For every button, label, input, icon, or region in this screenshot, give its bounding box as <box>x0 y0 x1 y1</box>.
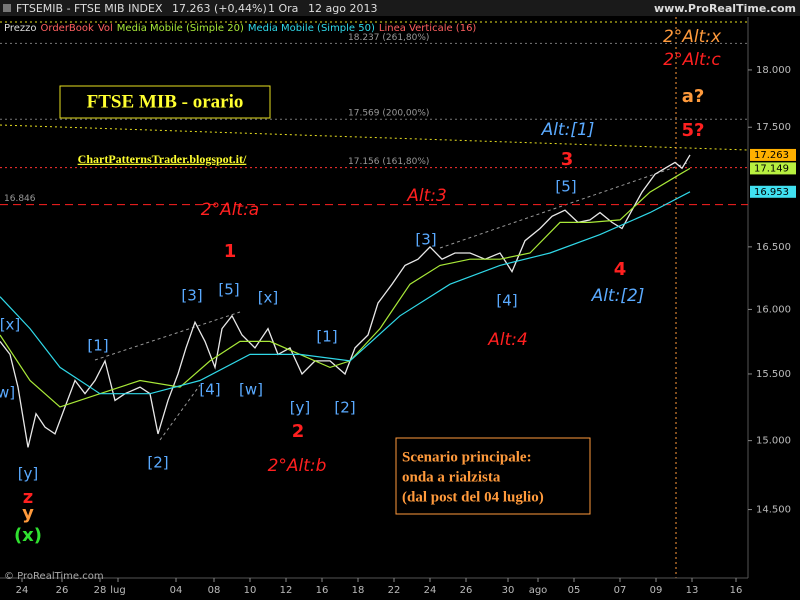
wave-label: Alt:[2] <box>591 286 645 306</box>
wave-label: [w] <box>239 381 263 399</box>
legend-entry: Media Mobile (Simple 20) <box>117 23 244 34</box>
x-tick-label: 18 <box>352 585 365 596</box>
wave-label: 4 <box>614 259 627 280</box>
footer: © ProRealTime.com <box>4 571 104 582</box>
trend-line <box>159 384 201 441</box>
subtitle: ChartPatternsTrader.blogspot.it/ <box>78 152 247 166</box>
x-tick-label: 24 <box>16 585 29 596</box>
level-label: 18.237 (261,80%) <box>348 33 429 43</box>
wave-label: (x) <box>14 525 42 546</box>
trend-line <box>94 311 241 361</box>
scenario-line: onda a rialzista <box>402 469 501 485</box>
legend-entry: OrderBook <box>41 23 95 34</box>
wave-label: 3 <box>561 149 574 170</box>
wave-label: [5] <box>218 281 239 299</box>
y-tick-label: 17.500 <box>756 122 791 133</box>
wave-label: Alt:4 <box>487 330 528 350</box>
wave-label: 2°Alt:b <box>268 456 327 476</box>
wave-label: 2°Alt:c <box>663 50 721 70</box>
last-value-box <box>750 185 796 198</box>
wave-label: a? <box>682 86 705 107</box>
y-tick-label: 14.500 <box>756 505 791 516</box>
wave-label: [3] <box>415 231 436 249</box>
x-tick-label: 30 <box>502 585 515 596</box>
quote: 17.263 (+0,44%) <box>172 2 267 15</box>
legend-entry: Media Mobile (Simple 50) <box>248 23 375 34</box>
x-tick-label: 07 <box>614 585 627 596</box>
wave-label: [1] <box>87 337 108 355</box>
wave-label: 1 <box>224 241 237 262</box>
scenario-box <box>395 437 591 515</box>
symbol: FTSEMIB - FTSE MIB INDEX <box>16 2 163 15</box>
last-value-label: 17.263 <box>754 150 789 161</box>
x-tick-label: 26 <box>56 585 69 596</box>
chart-title: FTSE MIB - orario <box>87 91 244 112</box>
wave-label: Alt:[1] <box>541 120 595 140</box>
x-tick-label: 04 <box>170 585 183 596</box>
x-tick-label: 16 <box>316 585 329 596</box>
wave-label: 5? <box>682 120 705 141</box>
wave-label: [y] <box>290 399 311 417</box>
wave-label: [4] <box>496 292 517 310</box>
y-tick-label: 18.000 <box>756 65 791 76</box>
x-tick-label: ago <box>529 585 548 596</box>
wave-label: z <box>23 487 33 508</box>
y-tick-label: 16.000 <box>756 304 791 315</box>
y-tick-label: 16.500 <box>756 242 791 253</box>
wave-label: [y] <box>18 465 39 483</box>
legend-entry: Linea Verticale (16) <box>379 23 477 34</box>
y-tick-label: 15.000 <box>756 436 791 447</box>
level-label: 16.846 <box>4 194 36 204</box>
wave-label: [3] <box>181 287 202 305</box>
x-tick-label: 28 <box>94 585 107 596</box>
wave-label: 2°Alt:x <box>663 27 722 47</box>
wave-label: [5] <box>555 178 576 196</box>
x-tick-label: 16 <box>730 585 743 596</box>
x-tick-label: 09 <box>650 585 663 596</box>
icon <box>3 4 11 12</box>
x-tick-label: 24 <box>424 585 437 596</box>
x-tick-label: 22 <box>388 585 401 596</box>
wave-label: [x] <box>258 289 279 307</box>
y-tick-label: 15.500 <box>756 369 791 380</box>
wave-label: 2 <box>292 421 305 442</box>
wave-label: [1] <box>316 328 337 346</box>
x-tick-label: 26 <box>460 585 473 596</box>
scenario-line: (dal post del 04 luglio) <box>402 489 544 505</box>
header-bar <box>0 0 800 16</box>
date: 12 ago 2013 <box>308 2 377 15</box>
wave-label: 2°Alt:a <box>201 200 259 220</box>
x-tick-label: lug <box>110 585 125 596</box>
wave-label: [2] <box>334 399 355 417</box>
series-line <box>0 167 691 408</box>
x-tick-label: 12 <box>280 585 293 596</box>
last-value-label: 17.149 <box>754 163 789 174</box>
wave-label: w] <box>0 384 15 402</box>
period: 1 Ora <box>268 2 298 15</box>
wave-label: y <box>22 503 34 524</box>
level-label: 17.156 (161,80%) <box>348 157 429 167</box>
legend-entry: Vol <box>98 23 113 34</box>
x-tick-label: 08 <box>208 585 221 596</box>
legend-entry: Prezzo <box>4 23 37 34</box>
wave-label: Alt:3 <box>406 186 447 206</box>
x-tick-label: 13 <box>686 585 699 596</box>
wave-label: [x] <box>0 316 20 334</box>
scenario-line: Scenario principale: <box>402 449 532 465</box>
x-tick-label: 10 <box>244 585 257 596</box>
last-value-box <box>750 148 796 161</box>
last-value-box <box>750 162 796 175</box>
last-value-label: 16.953 <box>754 187 789 198</box>
wave-label: [4] <box>199 381 220 399</box>
level-label: 17.569 (200,00%) <box>348 109 429 119</box>
x-tick-label: 05 <box>568 585 581 596</box>
site: www.ProRealTime.com <box>654 2 796 15</box>
wave-label: [2] <box>147 454 168 472</box>
series-line <box>0 191 691 395</box>
title-box <box>59 85 271 119</box>
